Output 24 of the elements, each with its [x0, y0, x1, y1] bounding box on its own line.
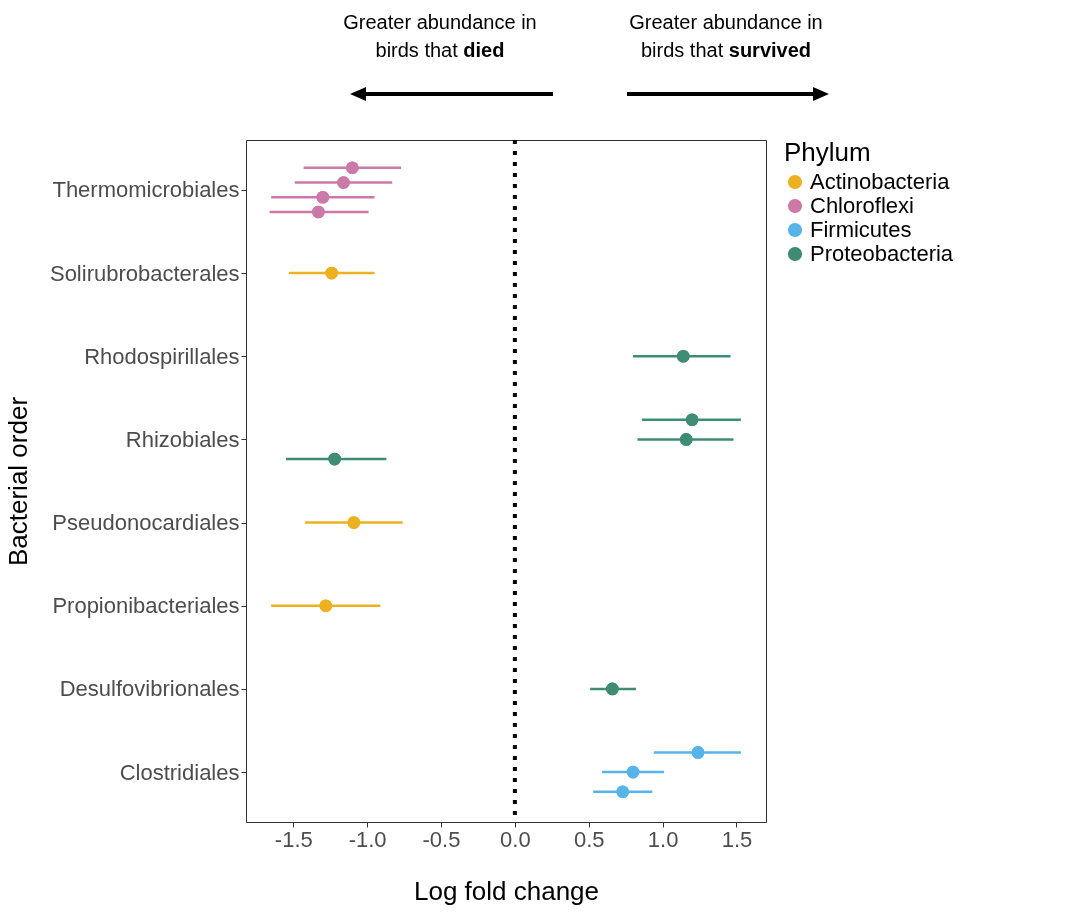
y-tick-label: Rhodospirillales: [84, 343, 240, 369]
y-tick-label: Clostridiales: [119, 759, 240, 785]
legend-label: Proteobacteria: [810, 241, 954, 266]
legend-title: Phylum: [784, 137, 871, 167]
x-tick-label: 0.5: [573, 826, 605, 852]
legend-label: Chloroflexi: [810, 193, 914, 218]
text: Greater abundance in birds that died: [343, 11, 537, 61]
x-tick-label: -0.5: [422, 826, 461, 852]
y-tick-label: Desulfovibrionales: [59, 676, 240, 702]
text: Greater abundance in birds that survived: [629, 11, 823, 61]
legend-label: Actinobacteria: [810, 169, 951, 194]
x-tick-label: 0.0: [500, 826, 531, 852]
y-tick-label: Thermomicrobiales: [52, 177, 240, 203]
y-tick-label: Solirubrobacterales: [49, 260, 240, 286]
x-tick-label: -1.0: [348, 826, 387, 852]
x-tick-label: -1.5: [274, 826, 313, 852]
legend-label: Firmicutes: [810, 217, 912, 242]
x-tick-label: 1.0: [647, 826, 679, 852]
y-axis-title: Bacterial order: [2, 396, 33, 567]
x-tick-label: 1.5: [721, 826, 753, 852]
y-tick-label: Pseudonocardiales: [52, 510, 240, 536]
y-tick-label: Propionibacteriales: [52, 593, 240, 619]
y-tick-label: Rhizobiales: [125, 426, 240, 452]
x-axis-title: Log fold change: [413, 875, 600, 906]
